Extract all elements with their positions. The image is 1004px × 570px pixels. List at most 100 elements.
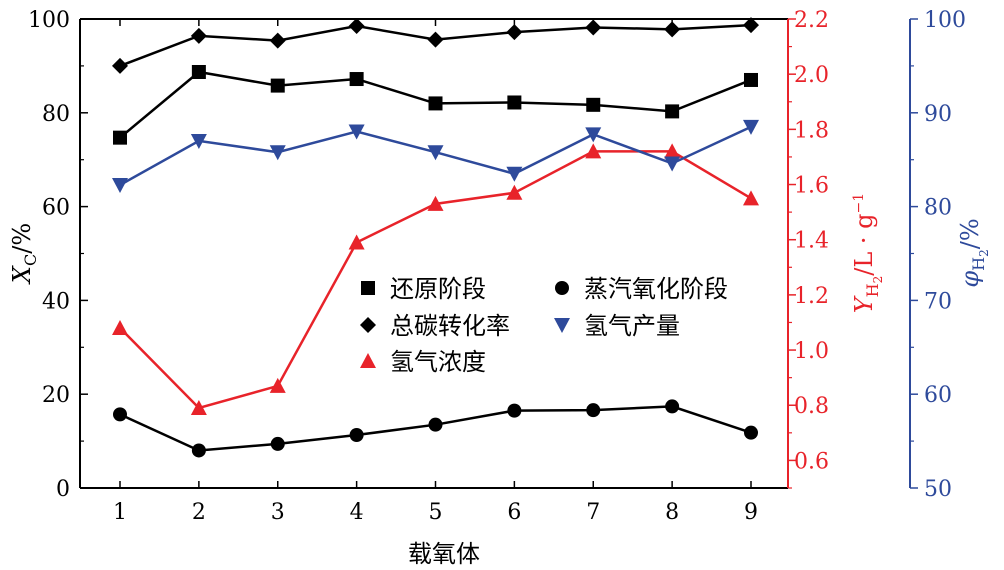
left-tick-label: 60	[42, 196, 70, 221]
left-tick-label: 100	[28, 8, 70, 33]
right-tick-label: 1.2	[794, 284, 829, 309]
x-tick-label: 8	[665, 500, 679, 525]
data-point	[190, 27, 207, 44]
x-tick-label: 5	[429, 500, 443, 525]
second-right-tick-label: 100	[924, 8, 966, 33]
left-axis-title: XC/%	[8, 223, 40, 285]
legend-item: 氢气浓度	[360, 348, 486, 376]
data-point	[586, 97, 601, 112]
data-point	[269, 32, 286, 49]
data-point	[585, 127, 602, 143]
series-2	[112, 17, 759, 74]
second-right-tick-label: 50	[924, 477, 952, 502]
legend-label: 蒸汽氧化阶段	[584, 275, 728, 303]
second-right-tick-label: 60	[924, 383, 952, 408]
legend-item: 还原阶段	[361, 275, 486, 303]
right-tick-label: 2.0	[794, 63, 829, 88]
legend-item: 总碳转化率	[360, 312, 510, 340]
data-point	[427, 145, 444, 161]
second-right-tick-label: 70	[924, 289, 952, 314]
data-point	[665, 104, 680, 119]
data-point	[506, 24, 523, 41]
data-point	[585, 143, 602, 159]
data-point	[664, 21, 681, 38]
series-3	[112, 143, 759, 415]
data-point	[507, 95, 522, 110]
data-point	[507, 403, 522, 418]
data-point	[428, 417, 443, 432]
data-point	[586, 403, 601, 418]
left-tick-label: 0	[56, 477, 70, 502]
data-point	[190, 133, 207, 149]
x-tick-label: 2	[192, 500, 206, 525]
data-point	[349, 72, 364, 87]
legend-item: 蒸汽氧化阶段	[555, 275, 728, 303]
second-right-tick-label: 90	[924, 102, 952, 127]
legend-marker	[360, 353, 376, 368]
series-0	[113, 64, 758, 145]
data-point	[113, 130, 127, 145]
second-right-axis-title: φH2/%	[956, 218, 991, 287]
legend-label: 氢气产量	[584, 312, 680, 340]
data-point	[348, 18, 365, 35]
data-point	[664, 156, 681, 172]
data-point	[506, 184, 523, 200]
right-tick-label: 1.8	[794, 118, 829, 143]
right-tick-label: 1.4	[794, 229, 829, 254]
right-axis-title: YH2/L · g−1	[850, 193, 885, 313]
data-point	[348, 234, 365, 250]
data-point	[270, 436, 285, 451]
legend-label: 氢气浓度	[390, 348, 486, 376]
data-point	[665, 399, 680, 414]
data-point	[112, 319, 128, 335]
right-tick-label: 1.6	[794, 174, 829, 199]
x-tick-label: 7	[586, 500, 600, 525]
data-point	[269, 145, 286, 161]
x-tick-label: 6	[507, 500, 521, 525]
data-point	[349, 428, 364, 443]
second-right-tick-label: 80	[924, 196, 952, 221]
x-tick-label: 1	[113, 500, 127, 525]
data-point	[743, 17, 759, 34]
x-tick-label: 4	[350, 500, 364, 525]
data-point	[664, 143, 681, 159]
legend-marker	[360, 317, 376, 333]
legend-marker	[555, 281, 569, 295]
right-tick-label: 0.8	[794, 394, 829, 419]
data-point	[506, 166, 523, 182]
data-point	[744, 72, 758, 87]
legend-label: 还原阶段	[390, 275, 486, 303]
data-point	[190, 399, 207, 415]
data-point	[348, 124, 365, 140]
left-tick-label: 40	[42, 289, 70, 314]
legend-marker	[554, 318, 570, 333]
series-1	[113, 399, 758, 458]
legend-marker	[361, 281, 375, 295]
data-point	[270, 78, 285, 93]
x-axis-title: 载氧体	[408, 540, 480, 568]
right-tick-label: 0.6	[794, 449, 829, 474]
data-point	[269, 377, 286, 393]
series-4	[112, 119, 759, 194]
legend-label: 总碳转化率	[390, 312, 510, 340]
data-point	[112, 57, 128, 74]
x-tick-label: 9	[744, 500, 758, 525]
data-point	[191, 443, 206, 458]
data-point	[428, 96, 443, 111]
data-point	[744, 425, 758, 440]
right-tick-label: 1.0	[794, 339, 829, 364]
data-point	[427, 195, 444, 211]
data-point	[585, 19, 602, 36]
left-tick-label: 20	[42, 383, 70, 408]
left-tick-label: 80	[42, 102, 70, 127]
data-point	[743, 119, 759, 135]
data-point	[743, 190, 759, 206]
legend-item: 氢气产量	[554, 312, 680, 340]
right-tick-label: 2.2	[794, 8, 829, 33]
data-point	[112, 178, 128, 194]
data-point	[427, 31, 444, 48]
data-point	[191, 64, 206, 79]
data-point	[113, 407, 127, 422]
x-tick-label: 3	[271, 500, 285, 525]
